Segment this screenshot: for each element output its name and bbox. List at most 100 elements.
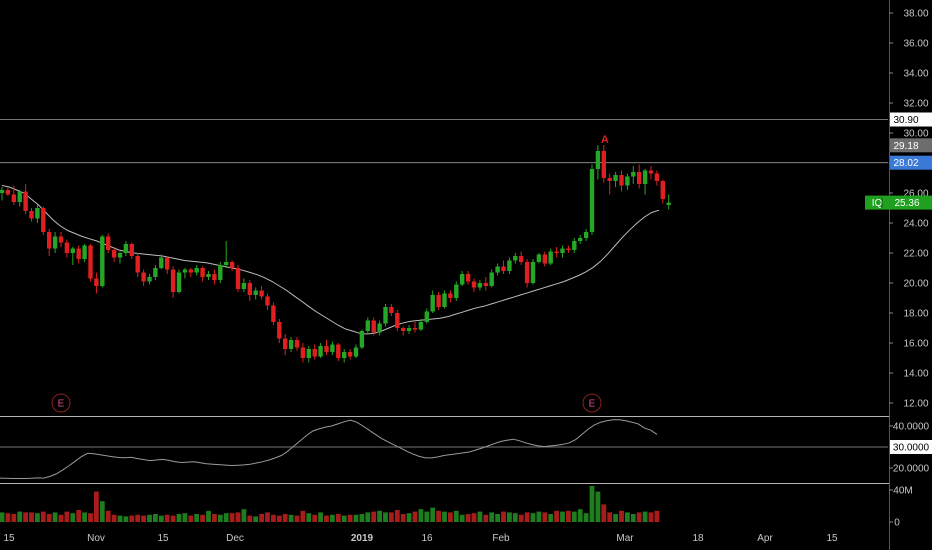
candle: [5, 187, 11, 196]
candle-body: [294, 340, 300, 348]
candle: [300, 343, 306, 363]
candle: [229, 260, 235, 271]
candle-body: [536, 254, 542, 262]
volume-bar: [253, 516, 259, 522]
volume-bar: [88, 513, 93, 522]
candle: [11, 185, 16, 205]
candle-body: [330, 344, 335, 352]
candle-body: [306, 349, 311, 358]
candle: [654, 170, 660, 186]
candle-body: [389, 307, 394, 313]
indicator-line: [0, 419, 658, 479]
candle: [359, 329, 365, 349]
price-tick-label: 32.00: [903, 99, 928, 110]
volume-bar: [412, 511, 418, 522]
candle: [23, 184, 28, 214]
volume-bar: [394, 510, 400, 522]
candle-body: [471, 281, 477, 288]
candle: [188, 268, 193, 277]
candle: [123, 241, 129, 256]
volume-bar: [117, 515, 123, 522]
candle-body: [229, 262, 235, 268]
candle: [454, 281, 459, 301]
candle: [536, 253, 542, 264]
candle-body: [52, 236, 58, 249]
volume-bar: [477, 511, 483, 522]
candle: [288, 337, 294, 352]
volume-bar: [613, 514, 618, 522]
volume-axis[interactable]: 40M 0: [889, 486, 913, 529]
candle: [619, 170, 624, 192]
candle-body: [253, 290, 258, 295]
candle-body: [401, 328, 406, 331]
candle: [471, 278, 477, 292]
candle-body: [578, 238, 583, 241]
candle-body: [619, 175, 624, 186]
volume-bar: [23, 512, 28, 522]
volume-bar: [206, 510, 211, 522]
candle-body: [194, 268, 199, 273]
candle: [648, 166, 654, 180]
volume-bar: [276, 515, 282, 522]
candle: [460, 271, 465, 286]
volume-bar: [471, 513, 477, 522]
candle: [353, 344, 359, 358]
volume-bar: [135, 514, 141, 522]
candle-body: [212, 274, 217, 280]
candle: [76, 245, 81, 264]
volume-bar: [642, 511, 648, 522]
candle: [513, 253, 518, 264]
candle: [507, 257, 512, 274]
candle-body: [495, 266, 500, 273]
candle: [218, 262, 223, 283]
volume-bar: [188, 515, 194, 522]
volume-bar: [330, 514, 335, 522]
candle: [578, 235, 583, 244]
candle: [330, 341, 335, 355]
volume-bar: [571, 511, 577, 522]
candle-body: [176, 272, 182, 292]
candle-body: [530, 262, 536, 283]
date-axis[interactable]: 15 Nov 15 Dec 2019 16 Feb Mar 18 Apr 15: [3, 533, 838, 544]
price-tick-label: 20.00: [903, 279, 928, 290]
candle-body: [406, 328, 412, 331]
volume-bar: [377, 510, 382, 522]
candle: [642, 169, 648, 195]
indicator-axis[interactable]: 40.0000 30.0000 20.0000: [889, 422, 932, 475]
price-tick-label: 36.00: [903, 39, 928, 50]
candle: [342, 349, 347, 363]
volume-bar: [312, 514, 318, 522]
candle: [495, 263, 500, 276]
candle: [625, 173, 630, 190]
volume-bar: [489, 512, 495, 522]
candle-body: [0, 190, 5, 193]
earnings-marker-label: E: [589, 399, 596, 410]
candle-body: [5, 190, 11, 195]
earnings-marker: [582, 393, 602, 413]
candle: [542, 251, 547, 267]
volume-bar: [82, 512, 87, 522]
candle: [589, 164, 595, 235]
candle: [442, 290, 447, 309]
candle: [29, 208, 34, 222]
candle-body: [159, 257, 164, 268]
volume-bar: [560, 511, 565, 522]
candle: [637, 164, 642, 189]
candle-body: [23, 191, 28, 211]
candle-body: [483, 283, 488, 286]
date-tick-label: Apr: [757, 533, 773, 544]
candle: [253, 287, 258, 300]
candle-body: [58, 236, 64, 243]
candle: [660, 179, 665, 204]
candle: [159, 254, 164, 270]
candle: [448, 290, 453, 303]
candle-body: [448, 293, 453, 298]
price-axis[interactable]: 38.0036.0034.0032.0030.0028.0026.0024.00…: [889, 9, 929, 410]
candle: [483, 277, 488, 291]
annotation-label: A: [601, 134, 609, 146]
volume-bar: [306, 513, 312, 522]
date-tick-label: Feb: [492, 533, 510, 544]
candle-body: [336, 344, 341, 358]
candle: [0, 187, 5, 201]
